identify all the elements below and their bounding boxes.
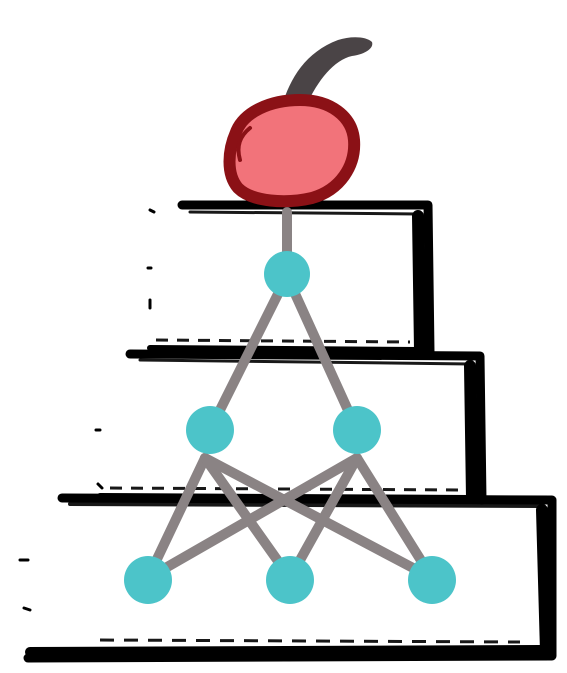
cherry-body [223, 94, 361, 208]
edge-midright-bottomleft [143, 453, 362, 583]
node-mid-left [186, 406, 234, 454]
node-bottom-right [408, 556, 456, 604]
edge-midright-bottomright [352, 453, 437, 583]
cake-tier-middle [94, 349, 487, 505]
edge-midright-bottomcenter [285, 453, 362, 583]
node-bottom-center [266, 556, 314, 604]
node-top [264, 251, 310, 297]
network-edges [143, 207, 437, 583]
network-nodes [124, 251, 456, 604]
edge-top-mid-left [205, 271, 292, 435]
cherry-stem [282, 37, 373, 113]
edge-top-mid-right [282, 271, 362, 435]
node-bottom-left [124, 556, 172, 604]
cherry-icon [223, 37, 373, 208]
node-mid-right [333, 406, 381, 454]
